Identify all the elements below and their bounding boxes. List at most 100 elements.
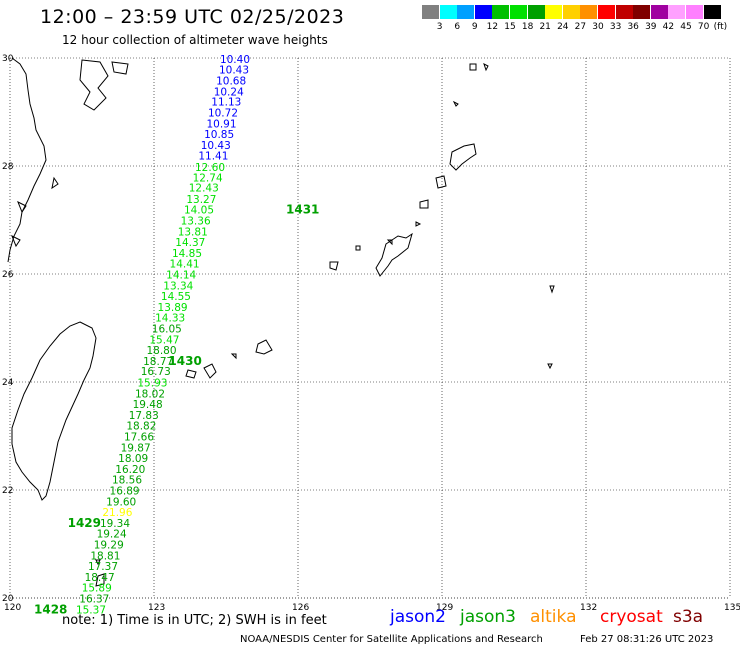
legend-swatch <box>457 5 475 19</box>
wave-height-value: 10.40 <box>220 54 250 66</box>
legend-unit: (ft) <box>713 22 728 32</box>
wave-height-value: 18.56 <box>112 475 142 487</box>
legend-label: 42 <box>662 22 675 32</box>
okinawa-island <box>375 232 413 277</box>
coastlines <box>7 57 555 587</box>
wave-height-value: 12.43 <box>189 183 219 195</box>
wave-height-value: 18.09 <box>118 453 148 465</box>
legend-swatch <box>422 5 439 19</box>
legend-label: 39 <box>645 22 657 32</box>
wave-height-value: 10.24 <box>214 86 244 98</box>
altimeter-track: 10.4010.4310.6810.2411.1310.7210.9110.85… <box>34 54 319 616</box>
wave-height-value: 16.05 <box>152 324 182 336</box>
wave-height-value: 14.41 <box>170 259 200 271</box>
ishigaki-island <box>185 363 217 379</box>
wave-height-value: 18.81 <box>90 550 120 562</box>
wave-height-value: 21.96 <box>102 507 132 519</box>
time-mark: 1428 <box>34 602 67 616</box>
legend-label: 6 <box>454 22 461 32</box>
wave-height-value: 16.73 <box>141 366 171 378</box>
legend-label: 15 <box>504 22 516 32</box>
wave-height-value: 14.33 <box>155 313 185 325</box>
wave-height-value: 14.85 <box>172 248 202 260</box>
legend-label: 21 <box>539 22 551 32</box>
wave-height-value: 13.27 <box>186 194 216 206</box>
wave-height-value: 19.48 <box>133 399 163 411</box>
wave-height-value: 19.87 <box>121 442 151 454</box>
wave-height-value: 15.93 <box>137 378 167 390</box>
miyako-island <box>255 339 273 355</box>
lat-label: 20 <box>2 594 14 604</box>
lon-label: 123 <box>148 603 165 613</box>
wave-height-value: 16.20 <box>115 464 145 476</box>
wave-height-value: 14.05 <box>184 205 214 217</box>
lat-lon-grid <box>9 57 731 599</box>
wave-height-value: 13.36 <box>181 216 211 228</box>
wave-height-value: 12.60 <box>195 162 225 174</box>
lon-label: 120 <box>4 603 21 613</box>
wave-height-value: 18.82 <box>126 421 156 433</box>
units-note: note: 1) Time is in UTC; 2) SWH is in fe… <box>62 613 327 628</box>
legend-swatch <box>527 5 545 19</box>
legend-swatch <box>474 5 492 19</box>
lat-label: 28 <box>2 162 14 172</box>
satellite-label-jason2: jason2 <box>390 607 446 627</box>
time-mark: 1429 <box>68 516 101 530</box>
wave-height-value: 19.24 <box>97 529 127 541</box>
page-title: 12:00 – 23:59 UTC 02/25/2023 <box>40 6 345 28</box>
wave-height-value: 14.55 <box>161 291 191 303</box>
wave-height-value: 18.80 <box>146 345 176 357</box>
legend-swatch <box>562 5 580 19</box>
legend-swatch <box>439 5 457 19</box>
legend-label: 70 <box>697 22 710 32</box>
wave-height-value: 19.34 <box>100 518 130 530</box>
wave-height-value: 19.29 <box>94 540 124 552</box>
china-coast-islands <box>11 59 129 248</box>
wave-height-value: 17.66 <box>124 432 154 444</box>
legend-swatch <box>615 5 633 19</box>
wave-height-value: 12.74 <box>193 172 223 184</box>
legend-swatch <box>650 5 668 19</box>
legend-label: 18 <box>521 22 534 32</box>
lon-label: 135 <box>724 603 740 613</box>
lon-label: 132 <box>580 603 597 613</box>
wave-height-value: 19.60 <box>106 496 136 508</box>
legend-label: 27 <box>574 22 587 32</box>
wave-height-value: 15.37 <box>76 604 106 616</box>
wave-height-value: 11.41 <box>198 151 228 163</box>
time-mark: 1430 <box>168 354 201 368</box>
yoron-island <box>419 199 429 209</box>
wave-height-value: 10.91 <box>206 118 236 130</box>
lat-label: 24 <box>2 378 14 388</box>
legend-label: 30 <box>592 22 604 32</box>
wave-height-value: 16.37 <box>79 594 109 606</box>
legend-label: 3 <box>436 22 443 32</box>
generated-timestamp: Feb 27 08:31:26 UTC 2023 <box>580 634 714 645</box>
legend-swatch <box>633 5 651 19</box>
wave-height-value: 16.89 <box>110 486 140 498</box>
wave-height-value: 17.37 <box>88 561 118 573</box>
legend-swatch <box>668 5 686 19</box>
satellite-label-jason3: jason3 <box>460 607 516 627</box>
wave-height-value: 10.68 <box>216 76 246 88</box>
wave-height-value: 15.89 <box>82 583 112 595</box>
legend-label: 45 <box>680 22 692 32</box>
wave-height-value: 10.72 <box>208 108 238 120</box>
wave-height-value: 18.77 <box>143 356 173 368</box>
wave-height-value: 13.34 <box>163 280 193 292</box>
small-islands <box>95 63 555 587</box>
legend-label: 33 <box>609 22 622 32</box>
wave-height-value: 10.43 <box>219 64 249 76</box>
legend-swatch <box>545 5 563 19</box>
page-subtitle: 12 hour collection of altimeter wave hei… <box>62 33 328 47</box>
china-coastline <box>7 57 47 263</box>
wave-height-value: 14.37 <box>175 237 205 249</box>
wave-height-value: 18.02 <box>135 388 165 400</box>
amami-island <box>449 143 477 171</box>
wave-height-value: 10.85 <box>204 129 234 141</box>
legend-label: 9 <box>471 22 478 32</box>
kume-island <box>329 245 361 271</box>
lat-label: 30 <box>2 54 14 64</box>
